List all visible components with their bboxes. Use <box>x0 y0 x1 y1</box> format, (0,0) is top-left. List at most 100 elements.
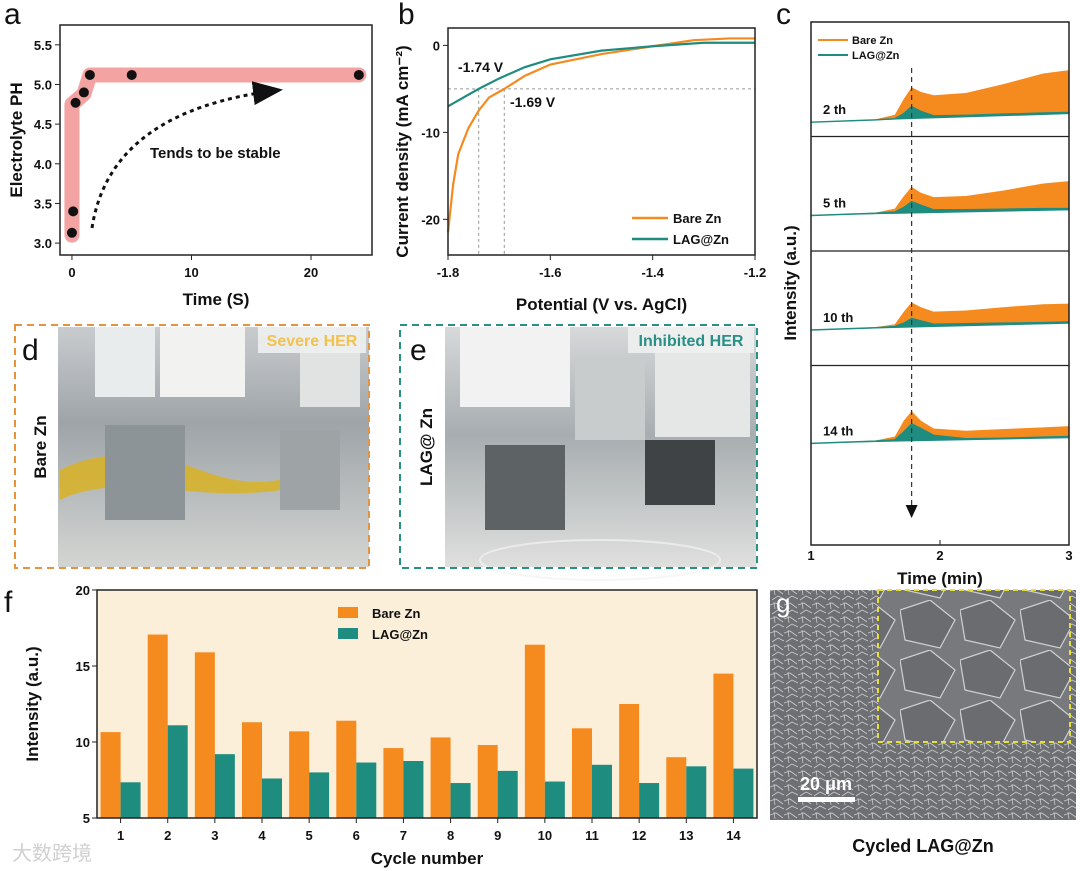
legend-label: LAG@Zn <box>852 50 900 62</box>
bar-bare-zn <box>477 745 498 818</box>
stabilization-arrow <box>90 81 283 229</box>
bare-zn-area <box>811 70 1069 123</box>
bar-lag-zn <box>120 782 141 818</box>
lag-zn-line <box>810 317 1070 331</box>
bar-lag-zn <box>544 781 565 818</box>
chart-c-intensity-profiles: 2 th 5 th 10 th 14 th 1 2 3 Bare Zn LAG@Zn Time (… <box>781 21 1073 588</box>
sem-caption: Cycled LAG@Zn <box>852 836 994 856</box>
data-point <box>66 227 77 238</box>
data-point <box>70 97 81 108</box>
bar-lag-zn <box>639 783 660 818</box>
cycle-label: 10 th <box>823 310 853 325</box>
photo-d-side-label: Bare Zn <box>31 415 50 478</box>
bar-lag-zn <box>356 762 377 818</box>
x-tick-label: 11 <box>585 828 599 843</box>
x-tick-label: 9 <box>494 828 501 843</box>
x-tick-label: 4 <box>258 828 266 843</box>
legend-swatch <box>338 607 358 618</box>
cycle-label: 14 th <box>823 423 853 438</box>
x-tick-label: 14 <box>726 828 741 843</box>
bar-bare-zn <box>289 731 310 818</box>
data-point <box>68 206 79 217</box>
legend-label: LAG@Zn <box>372 627 428 642</box>
legend-label: Bare Zn <box>673 211 721 226</box>
plot-frame <box>59 24 373 256</box>
legend-label: LAG@Zn <box>673 232 729 247</box>
bar-lag-zn <box>214 754 235 818</box>
bar-lag-zn <box>733 768 754 818</box>
chart-a-ph-vs-time: 0 10 20 3.0 3.5 4.0 4.5 5.0 5.5 Time (S) Electroly… <box>7 24 373 309</box>
photo-bare-zn: d Bare Zn Severe HER <box>14 324 370 569</box>
scale-bar <box>798 797 855 802</box>
x-tick-label: 8 <box>447 828 454 843</box>
x-tick-label: 20 <box>304 265 318 280</box>
lag-zn-area <box>811 201 1069 216</box>
cycle-label: 5 th <box>823 196 846 211</box>
bar-bare-zn <box>147 634 168 818</box>
down-arrow-icon <box>905 505 918 518</box>
chart-b-lsv-curves: -1.8 -1.6 -1.4 -1.2 0 -10 -20 -1.74 V -1.69 V Bar… <box>393 27 766 314</box>
y-tick-label: 20 <box>76 583 90 598</box>
x-tick-label: 3 <box>211 828 218 843</box>
data-point <box>84 69 95 80</box>
bar-bare-zn <box>619 704 640 818</box>
x-axis-title: Cycle number <box>371 849 484 868</box>
x-tick-label: -1.6 <box>539 265 561 280</box>
photo-d-border <box>14 324 370 569</box>
panel-label-c: c <box>776 0 791 31</box>
bar-bare-zn <box>572 728 592 818</box>
bar-lag-zn <box>686 766 707 818</box>
y-axis-title: Electrolyte PH <box>7 82 26 197</box>
x-tick-label: -1.4 <box>641 265 664 280</box>
bar-lag-zn <box>262 778 282 818</box>
bar-lag-zn <box>450 783 471 818</box>
panel-label-e: e <box>410 334 427 367</box>
x-tick-label: 6 <box>353 828 360 843</box>
y-axis-title: Intensity (a.u.) <box>23 646 42 761</box>
panel-label-f: f <box>4 586 13 619</box>
data-point <box>353 69 364 80</box>
bar-bare-zn <box>194 652 215 818</box>
bar-bare-zn <box>713 673 734 818</box>
bar-lag-zn <box>592 764 612 818</box>
y-axis-title: Intensity (a.u.) <box>781 225 800 340</box>
bar-lag-zn <box>403 761 424 818</box>
annotation-bare-onset: -1.69 V <box>510 94 556 110</box>
y-tick-label: 5.0 <box>34 77 52 92</box>
x-tick-label: -1.8 <box>437 265 459 280</box>
series-line-bare-zn <box>446 37 755 233</box>
bar-bare-zn <box>524 644 545 818</box>
sem-image-cycled-lag-zn: g 20 μm <box>770 588 1076 820</box>
plot-frame <box>447 27 756 256</box>
annotation-tends-stable: Tends to be stable <box>150 145 281 162</box>
y-tick-label: 3.0 <box>34 236 52 251</box>
series-line-lag-zn <box>447 41 755 108</box>
y-tick-label: 10 <box>76 735 90 750</box>
y-tick-label: 0 <box>433 38 440 53</box>
y-axis-title: Current density (mA cm⁻²) <box>393 45 412 257</box>
plot-frame <box>96 589 758 819</box>
y-tick-label: 5.5 <box>34 38 52 53</box>
x-tick-label: 7 <box>400 828 407 843</box>
photo-e-side-label: LAG@ Zn <box>417 408 436 486</box>
panel-label-g: g <box>776 588 790 618</box>
x-tick-label: 0 <box>68 265 75 280</box>
x-tick-label: 12 <box>632 828 646 843</box>
bar-lag-zn <box>497 770 518 818</box>
panel-label-b: b <box>398 0 415 31</box>
x-tick-label: 5 <box>306 828 313 843</box>
photo-lag-zn: e LAG@ Zn Inhibited HER <box>399 324 758 581</box>
y-tick-label: -20 <box>421 212 440 227</box>
lag-zn-line <box>810 200 1069 217</box>
bare-zn-area <box>811 411 1069 444</box>
bar-bare-zn <box>666 757 687 818</box>
x-tick-label: 1 <box>807 548 814 563</box>
x-axis-title: Time (min) <box>897 569 983 588</box>
bar-bare-zn <box>242 722 262 818</box>
y-tick-label: 15 <box>76 659 90 674</box>
sem-inset-border <box>877 589 1071 743</box>
x-tick-label: 1 <box>117 828 124 843</box>
cycle-label: 2 th <box>823 102 846 117</box>
bar-bare-zn <box>383 748 404 818</box>
